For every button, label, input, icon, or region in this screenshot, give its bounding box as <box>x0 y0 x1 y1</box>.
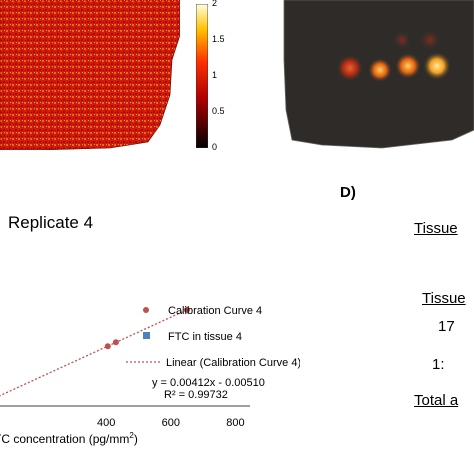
data-point <box>104 343 111 350</box>
heatmap-image-panel <box>0 0 180 150</box>
x-tick-label: 400 <box>97 417 115 429</box>
x-axis-label-superscript: 2 <box>129 431 134 440</box>
legend-label: FTC in tissue 4 <box>168 331 242 343</box>
panel-d-row: Total a <box>414 392 459 409</box>
legend-marker-circle <box>143 307 149 313</box>
trendline <box>0 308 189 397</box>
colorbar <box>195 3 209 149</box>
x-axis-label: TC concentration (pg/mm2) <box>0 431 138 446</box>
x-ticks: 400 600 800 <box>97 417 245 429</box>
colorbar-gradient <box>195 3 209 149</box>
x-tick-label: 800 <box>226 417 244 429</box>
x-axis-label-close: ) <box>134 432 138 446</box>
colorbar-tick-label: 1 <box>212 70 218 80</box>
data-point <box>183 306 190 313</box>
legend-label: Linear (Calibration Curve 4) <box>166 357 300 369</box>
tissue-photo <box>283 0 474 149</box>
panel-d-row: 17 <box>438 318 455 335</box>
x-axis-label-main: TC concentration (pg/mm <box>0 432 129 446</box>
heatmap-image <box>0 0 180 150</box>
trendline-equation: y = 0.00412x - 0.00510 <box>152 377 265 389</box>
panel-d-row: Tissue <box>414 220 458 237</box>
colorbar-tick-label: 1.5 <box>212 34 225 44</box>
data-point <box>112 339 119 346</box>
panel-d-row: 1: <box>432 356 445 373</box>
data-points <box>104 306 190 350</box>
colorbar-tick-label: 0 <box>212 142 218 152</box>
legend-label: Calibration Curve 4 <box>168 305 262 317</box>
tissue-photo-panel <box>262 0 474 150</box>
legend-marker-square <box>143 332 150 339</box>
chart-title: Replicate 4 <box>8 213 93 232</box>
r-squared: R² = 0.99732 <box>164 389 228 401</box>
calibration-chart: Replicate 4 400 600 800 TC concentration (… <box>0 213 300 446</box>
colorbar-tick-label: 0.5 <box>212 106 225 116</box>
x-tick-label: 600 <box>162 417 180 429</box>
legend: Calibration Curve 4 FTC in tissue 4 Linear… <box>126 305 300 369</box>
panel-d-row: Tissue <box>422 290 466 307</box>
colorbar-tick-label: 2 <box>212 0 218 8</box>
panel-d-label: D) <box>340 184 356 201</box>
